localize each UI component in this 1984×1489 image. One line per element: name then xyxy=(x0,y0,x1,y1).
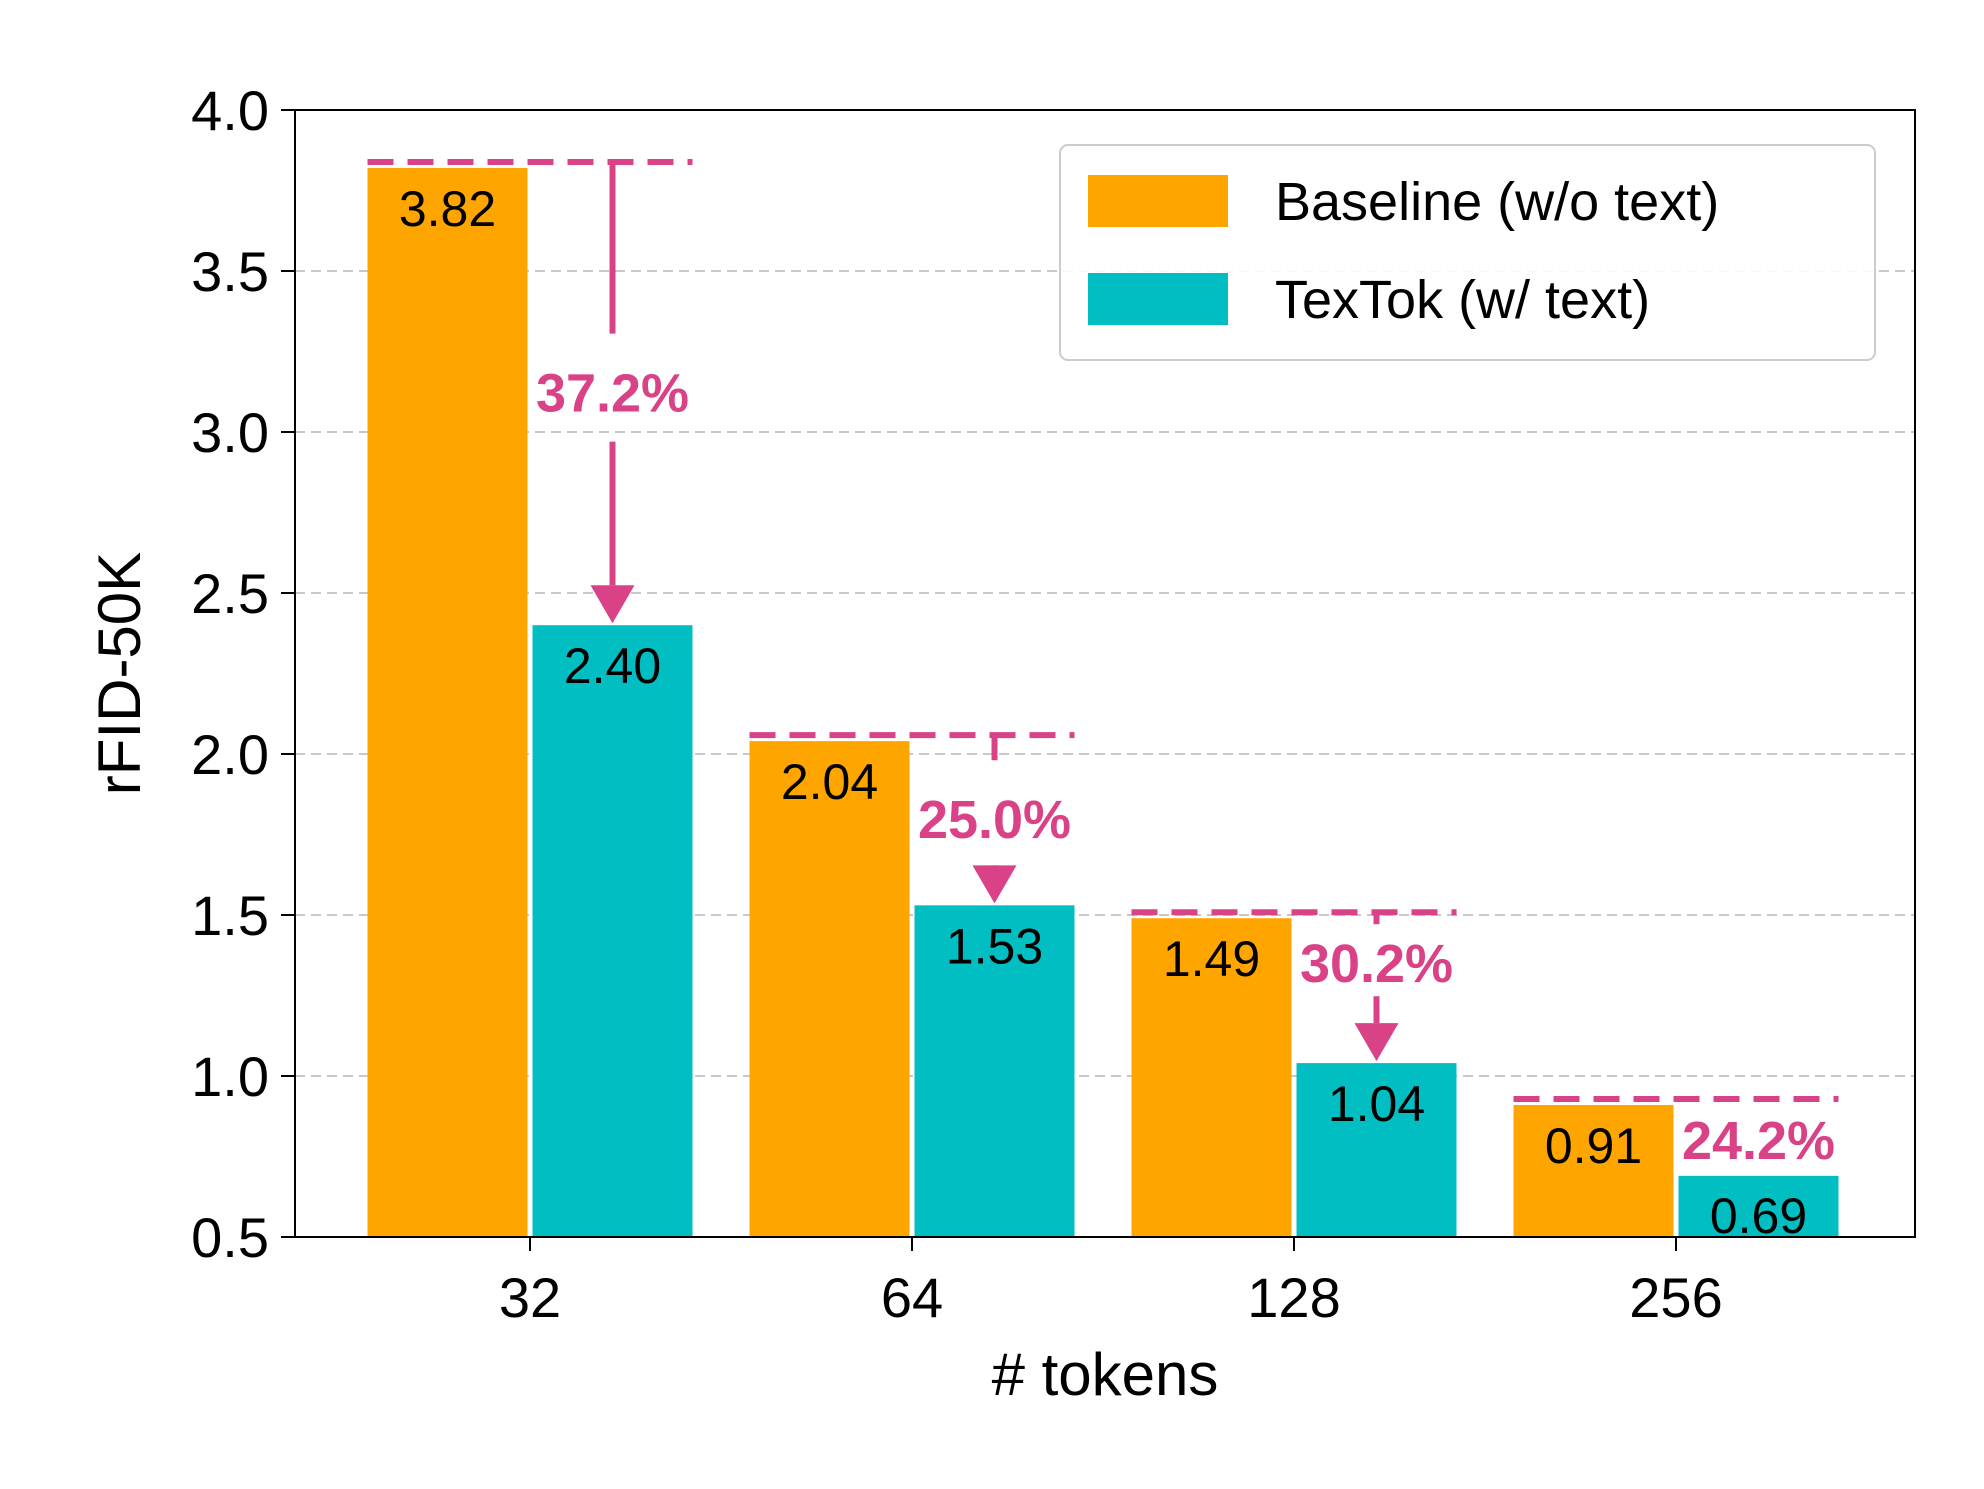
legend-swatch-baseline xyxy=(1088,175,1228,227)
x-tick-label: 128 xyxy=(1247,1266,1340,1329)
x-tick-label: 256 xyxy=(1629,1266,1722,1329)
bar-value-label: 1.04 xyxy=(1328,1076,1425,1132)
x-tick-label: 64 xyxy=(881,1266,943,1329)
plot-frame xyxy=(294,109,1916,1238)
bar-value-label: 0.69 xyxy=(1710,1188,1807,1244)
reduction-percent-label: 24.2% xyxy=(1682,1111,1835,1171)
y-tick-label: 0.5 xyxy=(191,1206,269,1269)
bar-baseline-256 xyxy=(1513,1104,1674,1237)
bar-value-label: 1.53 xyxy=(946,918,1043,974)
arrow-head xyxy=(972,865,1017,904)
y-tick-label: 1.0 xyxy=(191,1045,269,1108)
bar-value-label: 0.91 xyxy=(1545,1118,1642,1174)
bars: 3.82 2.04 1.49 0.91 2.40 1.53 1.04 0.69 xyxy=(367,167,1839,1244)
bar-value-label: 2.40 xyxy=(564,638,661,694)
arrow-head xyxy=(1354,1023,1399,1062)
bar-baseline-64 xyxy=(749,741,910,1237)
bar-textok-128 xyxy=(1296,1063,1457,1237)
bar-value-label: 2.04 xyxy=(781,754,878,810)
legend-swatch-textok xyxy=(1088,273,1228,325)
bar-baseline-128 xyxy=(1131,918,1292,1237)
bar-textok-256 xyxy=(1678,1175,1839,1237)
bar-textok-32 xyxy=(532,625,693,1237)
y-tick-label: 2.0 xyxy=(191,723,269,786)
reduction-percent-label: 25.0% xyxy=(918,790,1071,850)
y-tick-label: 3.0 xyxy=(191,401,269,464)
legend-entry-label: Baseline (w/o text) xyxy=(1275,172,1719,232)
reduction-percent-label: 37.2% xyxy=(536,364,689,424)
x-axis-title: # tokens xyxy=(992,1341,1219,1408)
bar-value-label: 1.49 xyxy=(1163,931,1260,987)
y-tick-label: 4.0 xyxy=(191,79,269,142)
y-tick-label: 2.5 xyxy=(191,562,269,625)
reduction-annotations: 37.2% 25.0% 30.2% 24.2% xyxy=(367,158,1839,1171)
axes: 0.5 1.0 1.5 2.0 2.5 3.0 3.5 4.0 32 64 128 256 xyxy=(191,79,1916,1329)
bar-baseline-32 xyxy=(367,167,528,1238)
bar-value-label: 3.82 xyxy=(399,181,496,237)
x-tick-label: 32 xyxy=(499,1266,561,1329)
arrow-head xyxy=(590,585,635,624)
legend-entry-label: TexTok (w/ text) xyxy=(1275,270,1650,330)
bar-textok-64 xyxy=(914,905,1075,1237)
y-tick-label: 3.5 xyxy=(191,240,269,303)
legend: Baseline (w/o text) TexTok (w/ text) xyxy=(1059,144,1876,361)
legend-box xyxy=(1059,144,1876,361)
y-tick-label: 1.5 xyxy=(191,884,269,947)
y-axis-title: rFID-50K xyxy=(86,552,153,795)
reduction-percent-label: 30.2% xyxy=(1300,934,1453,994)
